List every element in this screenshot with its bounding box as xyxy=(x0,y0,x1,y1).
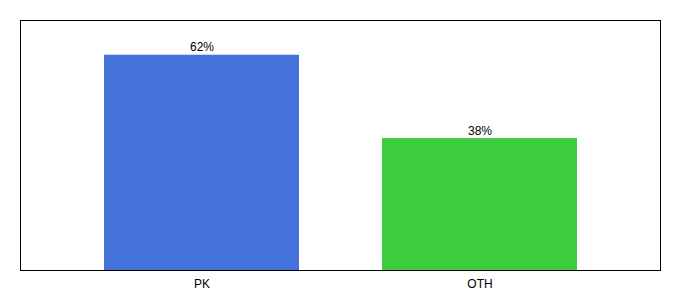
svg-text:38%: 38% xyxy=(468,124,492,138)
svg-text:PK: PK xyxy=(194,277,210,291)
svg-text:62%: 62% xyxy=(190,40,214,54)
svg-text:OTH: OTH xyxy=(467,277,492,291)
